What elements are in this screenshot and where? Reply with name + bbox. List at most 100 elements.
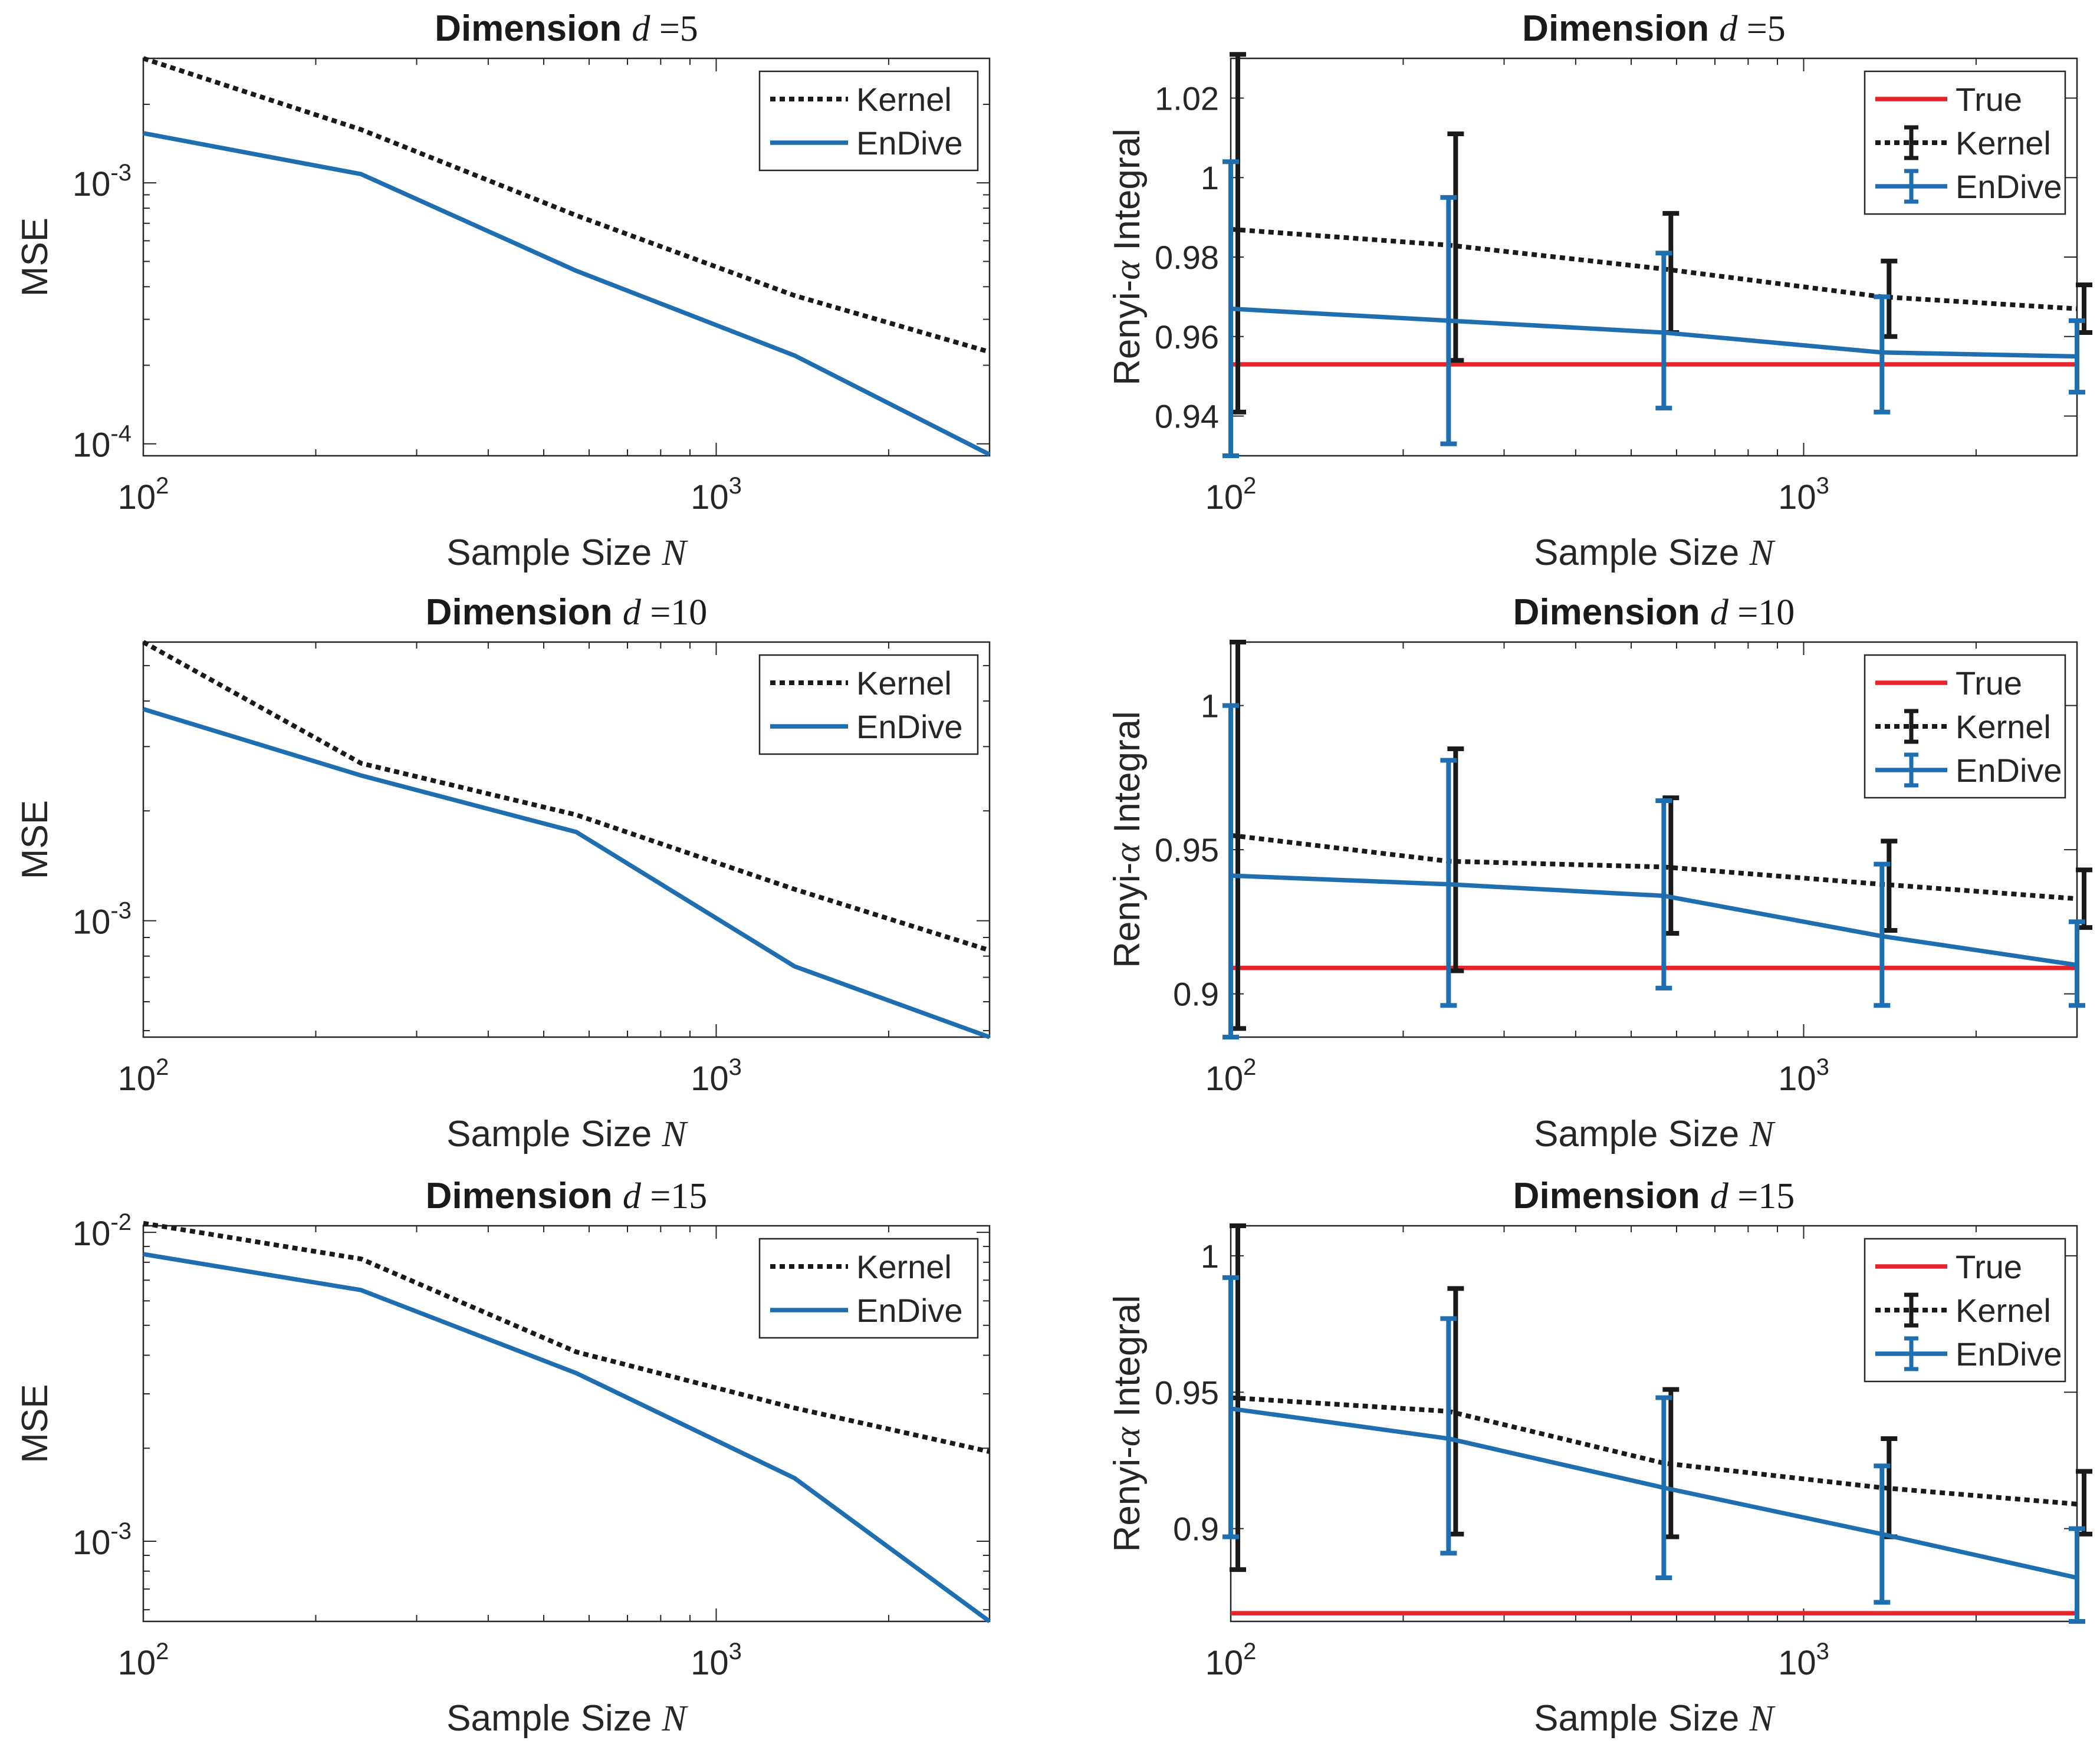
legend-label-kernel: Kernel	[1956, 1292, 2051, 1329]
x-tick-label: 103	[1778, 1639, 1829, 1682]
x-tick-label: 102	[118, 473, 169, 516]
legend-label-endive: EnDive	[856, 1292, 963, 1329]
legend-label-true: True	[1956, 664, 2022, 702]
y-tick-label: 0.9	[1173, 976, 1219, 1013]
y-tick-label: 10-4	[73, 421, 132, 465]
series-endive-errorbar	[1440, 758, 1457, 1008]
x-tick-label: 103	[1778, 1054, 1829, 1098]
series-kernel-errorbar	[2076, 867, 2092, 930]
series-endive	[143, 131, 991, 457]
y-axis-label: MSE	[15, 218, 55, 297]
x-tick-label: 102	[1205, 1054, 1257, 1098]
series-endive-errorbar	[1655, 1395, 1672, 1580]
series-endive-errorbar	[1222, 159, 1239, 458]
y-tick-label: 1	[1201, 1238, 1219, 1275]
chart-5: 102 103 10-3 10-2 Kernel EnDive Dimension d =1…	[15, 1176, 991, 1739]
series-endive-errorbar	[1222, 703, 1239, 1039]
series-kernel-errorbar	[2076, 1469, 2092, 1537]
legend: True Kernel EnDive	[1864, 1238, 2066, 1383]
x-axis-label: Sample Size N	[446, 532, 688, 573]
x-axis-label: Sample Size N	[1534, 532, 1776, 573]
legend-label-true: True	[1956, 1248, 2022, 1285]
series-kernel-line	[142, 640, 991, 953]
series-endive	[143, 1252, 991, 1624]
x-axis-label: Sample Size N	[446, 1698, 688, 1739]
series-endive-errorbar	[1655, 251, 1672, 411]
legend-label-kernel: Kernel	[1956, 124, 2051, 162]
x-tick-label: 102	[1205, 473, 1257, 516]
axes-box	[142, 641, 991, 1038]
legend-label-kernel: Kernel	[1956, 708, 2051, 745]
y-axis-label: Renyi-α Integral	[1107, 129, 1148, 386]
series-kernel	[143, 1220, 990, 1454]
x-axis-label: Sample Size N	[446, 1114, 688, 1154]
y-tick-label: 1	[1201, 687, 1219, 725]
legend-label-endive: EnDive	[1956, 168, 2062, 205]
series-kernel-errorbar	[1230, 1223, 1246, 1572]
chart-1: 102 103 10-4 10-3 Kernel EnDive Dimension d =5…	[15, 8, 991, 573]
series-endive-errorbar	[1222, 1275, 1239, 1539]
series-endive-line	[1230, 306, 2078, 359]
series-endive	[1222, 1275, 2085, 1624]
series-endive	[1222, 703, 2085, 1039]
legend: True Kernel EnDive	[1864, 70, 2066, 215]
chart-6: 102 103 0.9 0.95 1 True Kernel EnDive Dimension …	[1107, 1176, 2092, 1739]
x-tick-label: 102	[118, 1054, 169, 1098]
series-kernel-line	[1230, 833, 2078, 902]
x-tick-label: 102	[118, 1639, 169, 1682]
series-kernel-line	[142, 56, 991, 354]
series-endive-errorbar	[1440, 1316, 1457, 1556]
legend: Kernel EnDive	[758, 654, 979, 755]
y-tick-label: 1.02	[1155, 80, 1219, 117]
y-axis-label: Renyi-α Integral	[1107, 711, 1148, 968]
legend: True Kernel EnDive	[1864, 654, 2066, 799]
series-endive-errorbar	[1874, 1463, 1891, 1605]
chart-title: Dimension d =5	[1522, 8, 1786, 49]
series-endive-errorbar	[2069, 318, 2085, 395]
series-endive	[142, 707, 991, 1039]
y-tick-label: 10-3	[73, 898, 132, 942]
legend-label-kernel: Kernel	[856, 1248, 952, 1285]
chart-title: Dimension d =15	[1513, 1176, 1795, 1216]
x-tick-label: 103	[691, 1639, 742, 1682]
chart-title: Dimension d =5	[435, 8, 698, 49]
chart-title: Dimension d =10	[426, 592, 708, 633]
series-endive-errorbar	[1440, 195, 1457, 446]
y-tick-label: 10-3	[73, 160, 132, 203]
x-tick-label: 102	[1205, 1639, 1257, 1682]
series-endive-errorbar	[2069, 1526, 2085, 1624]
x-tick-label: 103	[1778, 473, 1829, 516]
legend-label-kernel: Kernel	[856, 664, 952, 702]
legend-label-kernel: Kernel	[856, 81, 952, 118]
legend-box	[758, 654, 979, 755]
series-kernel-line	[1230, 226, 2078, 311]
y-axis-label: Renyi-α Integral	[1107, 1295, 1148, 1552]
y-tick-label: 0.98	[1155, 239, 1219, 276]
y-tick-label: 10-3	[73, 1518, 132, 1562]
series-kernel	[142, 640, 991, 953]
series-endive-line	[143, 1252, 991, 1624]
chart-4: 102 103 0.9 0.95 1 True Kernel EnDive Dimension …	[1107, 592, 2092, 1154]
legend: Kernel EnDive	[758, 70, 979, 172]
chart-2: 102 103 0.94 0.96 0.98 1 1.02 True Kernel EnDive D…	[1107, 8, 2092, 573]
y-tick-label: 10-2	[73, 1209, 132, 1253]
legend-label-endive: EnDive	[1956, 1335, 2062, 1373]
series-kernel	[142, 56, 991, 354]
chart-title: Dimension d =10	[1513, 592, 1795, 633]
y-axis-label: MSE	[15, 1384, 55, 1463]
series-endive-line	[142, 707, 991, 1039]
chart-title: Dimension d =15	[426, 1176, 708, 1216]
legend-label-true: True	[1956, 81, 2022, 118]
series-endive	[1222, 159, 2085, 458]
y-axis-label: MSE	[15, 800, 55, 879]
legend-box	[758, 70, 979, 172]
x-tick-label: 103	[691, 473, 742, 516]
legend-label-endive: EnDive	[856, 708, 963, 745]
series-kernel	[1230, 1223, 2092, 1572]
x-tick-label: 103	[691, 1054, 742, 1098]
chart-3: 102 103 10-3 Kernel EnDive Dimension d =10 Sam…	[15, 592, 991, 1154]
y-tick-label: 0.96	[1155, 318, 1219, 356]
y-tick-label: 0.95	[1155, 1374, 1219, 1411]
y-tick-label: 0.95	[1155, 831, 1219, 868]
